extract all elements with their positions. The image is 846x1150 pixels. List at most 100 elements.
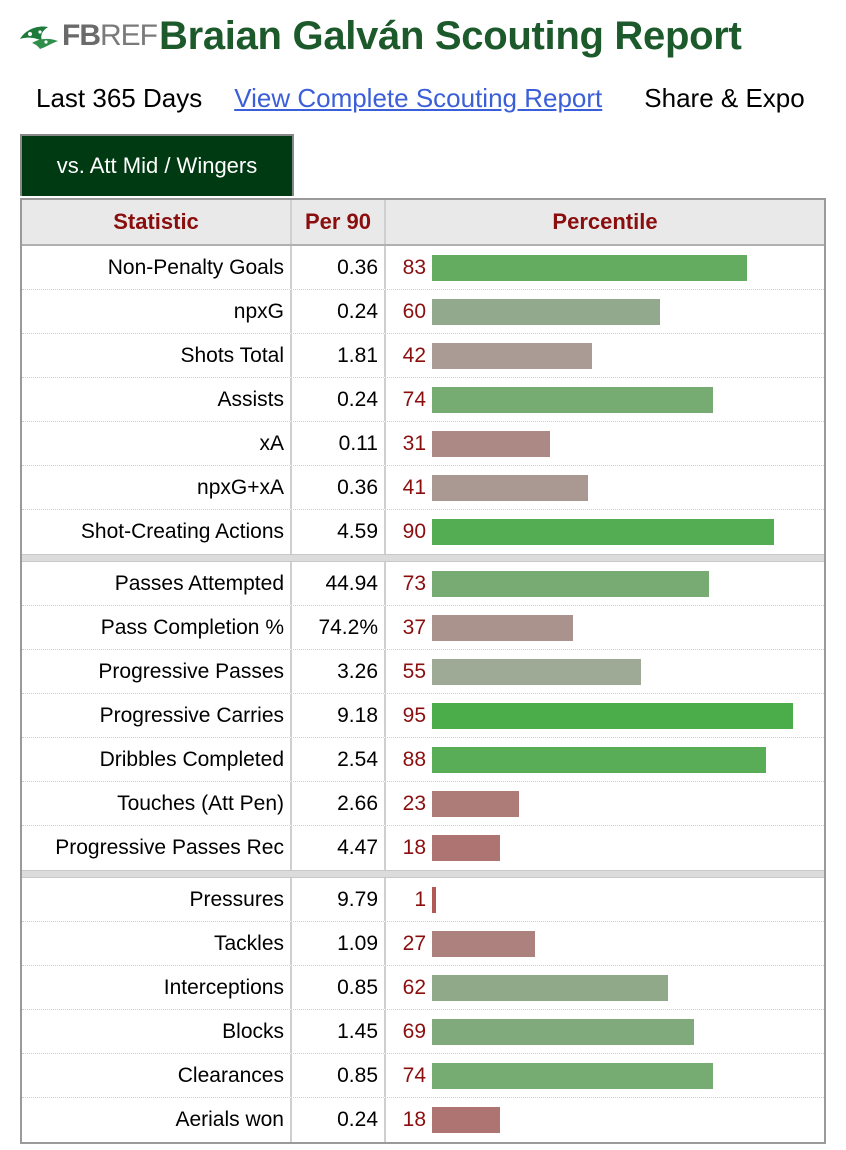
percentile-bar bbox=[432, 386, 713, 413]
percentile-value: 42 bbox=[402, 343, 426, 367]
percentile-cell: 31 bbox=[386, 422, 824, 465]
percentile-bar bbox=[432, 930, 535, 957]
stat-name: Progressive Passes bbox=[22, 650, 292, 693]
percentile-cell: 23 bbox=[386, 782, 824, 825]
table-row: npxG 0.24 60 bbox=[22, 290, 824, 334]
percentile-bar bbox=[432, 342, 592, 369]
percentile-value: 23 bbox=[402, 791, 426, 815]
table-row: Shots Total 1.81 42 bbox=[22, 334, 824, 378]
table-row: npxG+xA 0.36 41 bbox=[22, 466, 824, 510]
period-label: Last 365 Days bbox=[36, 82, 203, 113]
table-row: Non-Penalty Goals 0.36 83 bbox=[22, 246, 824, 290]
percentile-cell: 88 bbox=[386, 738, 824, 781]
filter-row: Last 365 Days View Complete Scouting Rep… bbox=[36, 78, 805, 118]
stat-name: Progressive Passes Rec bbox=[22, 826, 292, 870]
percentile-bar-track bbox=[432, 254, 812, 281]
percentile-bar-track bbox=[432, 746, 812, 773]
percentile-bar-track bbox=[432, 298, 812, 325]
percentile-bar bbox=[432, 835, 500, 861]
percentile-value: 55 bbox=[402, 659, 426, 683]
stat-name: Assists bbox=[22, 378, 292, 421]
per90-value: 0.24 bbox=[292, 1098, 386, 1142]
per90-value: 2.54 bbox=[292, 738, 386, 781]
percentile-cell: 1 bbox=[386, 878, 824, 921]
percentile-cell: 18 bbox=[386, 1098, 824, 1142]
percentile-cell: 18 bbox=[386, 826, 824, 870]
group-separator bbox=[22, 554, 824, 562]
tab-att-mid-wingers[interactable]: vs. Att Mid / Wingers bbox=[20, 134, 294, 196]
stat-name: Tackles bbox=[22, 922, 292, 965]
stat-name: Blocks bbox=[22, 1010, 292, 1053]
per90-value: 0.24 bbox=[292, 378, 386, 421]
header-per90[interactable]: Per 90 bbox=[292, 200, 386, 244]
percentile-cell: 73 bbox=[386, 562, 824, 605]
per90-value: 0.36 bbox=[292, 466, 386, 509]
header-percentile[interactable]: Percentile bbox=[552, 209, 658, 234]
table-row: Clearances 0.85 74 bbox=[22, 1054, 824, 1098]
per90-value: 74.2% bbox=[292, 606, 386, 649]
percentile-bar-track bbox=[432, 702, 812, 729]
table-row: Interceptions 0.85 62 bbox=[22, 966, 824, 1010]
per90-value: 1.09 bbox=[292, 922, 386, 965]
per90-value: 1.45 bbox=[292, 1010, 386, 1053]
percentile-value: 18 bbox=[402, 1108, 426, 1131]
table-row: Dribbles Completed 2.54 88 bbox=[22, 738, 824, 782]
percentile-value: 41 bbox=[402, 475, 426, 499]
table-row: xA 0.11 31 bbox=[22, 422, 824, 466]
table-row: Aerials won 0.24 18 bbox=[22, 1098, 824, 1142]
per90-value: 1.81 bbox=[292, 334, 386, 377]
stat-name: xA bbox=[22, 422, 292, 465]
percentile-bar-track bbox=[432, 974, 812, 1001]
percentile-value: 88 bbox=[402, 747, 426, 771]
per90-value: 9.18 bbox=[292, 694, 386, 737]
view-complete-report-link[interactable]: View Complete Scouting Report bbox=[234, 82, 603, 113]
stat-name: Shots Total bbox=[22, 334, 292, 377]
table-row: Touches (Att Pen) 2.66 23 bbox=[22, 782, 824, 826]
page-header: FB REF Braian Galván Scouting Report bbox=[18, 10, 742, 62]
fbref-logo[interactable]: FB REF bbox=[18, 14, 158, 58]
percentile-value: 60 bbox=[402, 299, 426, 323]
table-row: Shot-Creating Actions 4.59 90 bbox=[22, 510, 824, 554]
scouting-table: Statistic Per 90 Percentile Non-Penalty … bbox=[20, 198, 826, 1144]
header-statistic[interactable]: Statistic bbox=[22, 200, 292, 244]
percentile-cell: 41 bbox=[386, 466, 824, 509]
stat-name: Clearances bbox=[22, 1054, 292, 1097]
fbref-logo-icon bbox=[20, 26, 58, 49]
percentile-cell: 27 bbox=[386, 922, 824, 965]
stat-name: Non-Penalty Goals bbox=[22, 246, 292, 289]
percentile-value: 62 bbox=[402, 975, 426, 999]
percentile-bar bbox=[432, 298, 660, 325]
per90-value: 4.59 bbox=[292, 510, 386, 554]
percentile-bar-track bbox=[432, 886, 812, 913]
stat-name: Dribbles Completed bbox=[22, 738, 292, 781]
stat-name: Touches (Att Pen) bbox=[22, 782, 292, 825]
group-separator bbox=[22, 870, 824, 878]
share-export-button[interactable]: Share & Expo bbox=[644, 82, 805, 113]
per90-value: 0.36 bbox=[292, 246, 386, 289]
per90-value: 3.26 bbox=[292, 650, 386, 693]
stat-name: Shot-Creating Actions bbox=[22, 510, 292, 554]
percentile-bar bbox=[432, 474, 588, 501]
percentile-cell: 60 bbox=[386, 290, 824, 333]
table-row: Pass Completion % 74.2% 37 bbox=[22, 606, 824, 650]
percentile-value: 18 bbox=[402, 836, 426, 859]
percentile-bar-track bbox=[432, 614, 812, 641]
percentile-bar-track bbox=[432, 474, 812, 501]
percentile-bar bbox=[432, 886, 436, 913]
table-row: Blocks 1.45 69 bbox=[22, 1010, 824, 1054]
percentile-value: 74 bbox=[402, 1063, 426, 1087]
percentile-cell: 90 bbox=[386, 510, 824, 554]
percentile-cell: 42 bbox=[386, 334, 824, 377]
percentile-value: 90 bbox=[402, 520, 426, 543]
per90-value: 0.11 bbox=[292, 422, 386, 465]
per90-value: 44.94 bbox=[292, 562, 386, 605]
per90-value: 4.47 bbox=[292, 826, 386, 870]
per90-value: 0.24 bbox=[292, 290, 386, 333]
table-row: Assists 0.24 74 bbox=[22, 378, 824, 422]
table-row: Progressive Passes 3.26 55 bbox=[22, 650, 824, 694]
percentile-value: 74 bbox=[402, 387, 426, 411]
table-row: Progressive Carries 9.18 95 bbox=[22, 694, 824, 738]
percentile-bar-track bbox=[432, 1062, 812, 1089]
percentile-bar-track bbox=[432, 519, 812, 545]
percentile-value: 1 bbox=[414, 887, 426, 911]
